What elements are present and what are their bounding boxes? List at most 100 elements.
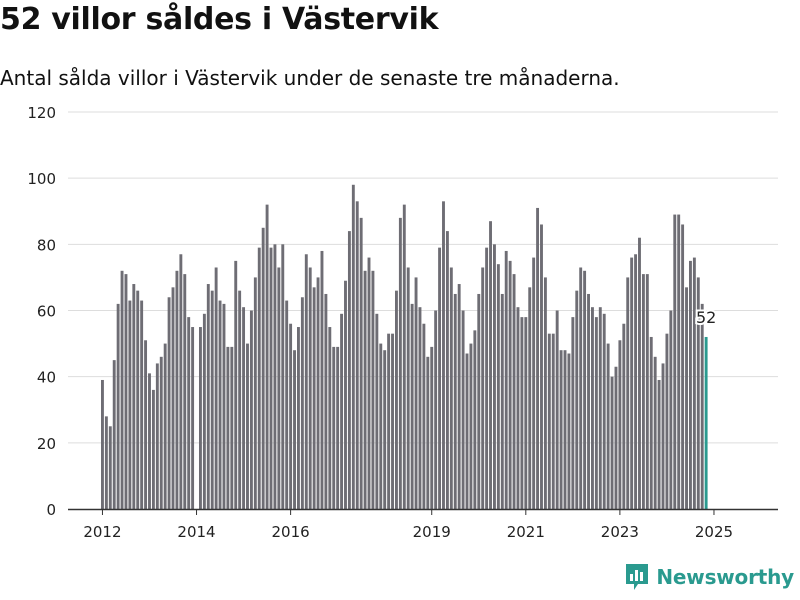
bar <box>594 317 598 509</box>
bar <box>187 317 191 509</box>
bar <box>202 313 206 509</box>
bar <box>442 201 445 509</box>
bar <box>179 254 183 509</box>
bar <box>453 293 457 509</box>
bar <box>700 303 704 509</box>
bar <box>410 303 414 509</box>
bar <box>261 227 265 510</box>
x-tick-label: 2014 <box>177 523 215 541</box>
bar <box>234 260 238 510</box>
bar <box>191 327 195 509</box>
bar <box>281 244 285 509</box>
bar <box>559 350 563 509</box>
bar <box>418 307 422 509</box>
y-tick-label: 120 <box>27 104 56 122</box>
bar <box>657 379 661 509</box>
bar <box>136 290 140 509</box>
bar <box>398 217 402 509</box>
bars: 52 <box>101 184 718 510</box>
bar <box>210 290 214 509</box>
bar <box>618 340 622 509</box>
bar <box>563 350 567 509</box>
bar-latest <box>704 336 708 509</box>
bar <box>112 360 116 510</box>
bar <box>524 317 528 509</box>
latest-value-label: 52 <box>696 308 716 327</box>
bar <box>120 270 124 509</box>
bar <box>226 346 230 509</box>
bar <box>167 297 171 509</box>
bar <box>363 270 367 509</box>
newsworthy-logo: Newsworthy <box>624 562 794 592</box>
bar <box>489 221 492 509</box>
bar <box>332 346 336 509</box>
bar <box>469 343 473 509</box>
y-axis-labels: 0 20 40 60 80 100 120 <box>27 104 56 519</box>
bar <box>567 353 571 509</box>
bar <box>638 237 641 509</box>
bar <box>598 307 602 509</box>
bar <box>622 323 626 509</box>
bar <box>367 257 371 509</box>
chart-title: 52 villor såldes i Västervik <box>0 2 439 37</box>
bar <box>151 389 155 509</box>
bar <box>457 284 461 509</box>
bar <box>155 363 159 509</box>
bar <box>449 267 453 509</box>
y-tick-label: 20 <box>37 435 56 453</box>
bar <box>614 366 618 509</box>
bar <box>520 317 524 509</box>
bar <box>649 336 653 509</box>
bar <box>528 287 532 509</box>
bar <box>661 363 665 509</box>
bar <box>512 274 516 509</box>
bar <box>351 184 355 509</box>
bar <box>324 293 328 509</box>
bar <box>587 293 590 509</box>
bar <box>591 307 594 509</box>
bar <box>218 300 222 509</box>
bar <box>665 333 669 509</box>
bar <box>383 350 387 509</box>
bar <box>473 330 477 509</box>
bar <box>344 280 347 509</box>
bar <box>289 323 293 509</box>
bar <box>293 350 296 509</box>
newsworthy-chart-icon <box>626 564 649 590</box>
bar <box>434 310 438 509</box>
bar <box>426 356 430 509</box>
bar <box>249 310 253 509</box>
bar <box>689 260 692 510</box>
bar <box>242 307 246 509</box>
bar <box>269 247 273 509</box>
bar <box>602 313 606 509</box>
bar <box>246 343 249 509</box>
bar <box>485 247 489 509</box>
bar <box>673 214 677 509</box>
x-tick-label: 2016 <box>272 523 310 541</box>
bar <box>336 346 340 509</box>
bar <box>634 254 638 509</box>
bar <box>532 257 536 509</box>
bar <box>402 204 406 509</box>
bar <box>477 293 481 509</box>
bar <box>308 267 312 509</box>
bar <box>583 270 587 509</box>
bar <box>481 267 485 509</box>
bar <box>575 290 579 509</box>
x-tick-label: 2023 <box>601 523 639 541</box>
bar <box>108 426 112 509</box>
bar <box>500 293 504 509</box>
bar <box>328 327 332 509</box>
bar <box>379 343 383 509</box>
bar <box>312 287 316 509</box>
bar <box>300 297 304 509</box>
bar <box>395 290 398 509</box>
bar <box>183 274 187 509</box>
x-axis: 2012 2014 2016 2019 2021 2023 2025 <box>68 508 778 541</box>
bar <box>677 214 681 509</box>
bar <box>555 310 559 509</box>
bar <box>406 267 410 509</box>
bar <box>230 346 234 509</box>
